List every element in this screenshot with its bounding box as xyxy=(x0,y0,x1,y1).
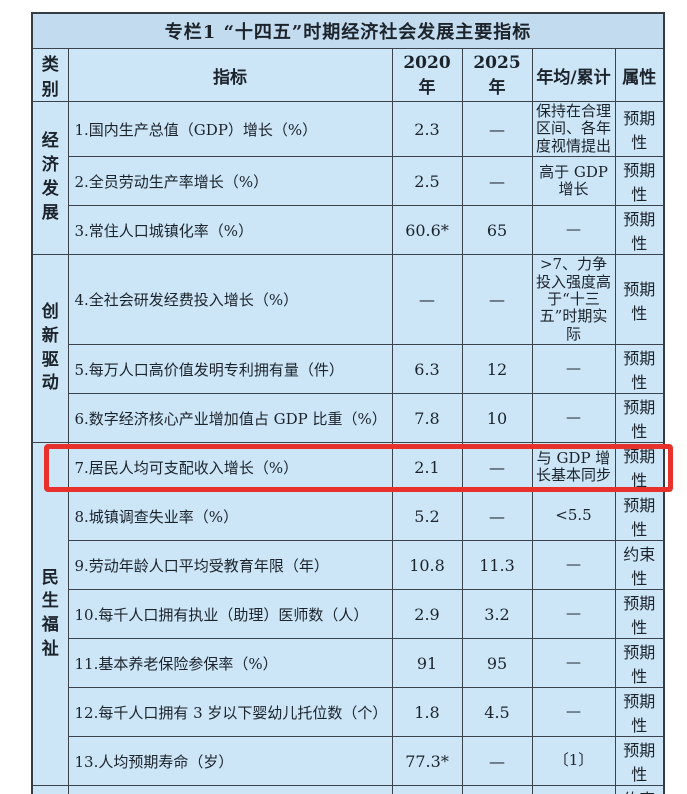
value-avg: <5.5 xyxy=(531,491,616,542)
value-2020: 60.6* xyxy=(391,205,463,256)
value-2020: — xyxy=(391,254,463,346)
category-cell-wellbeing: 民生福祉 xyxy=(31,442,69,787)
value-2025: — xyxy=(461,442,533,493)
value-2025: — xyxy=(461,736,533,787)
value-2020: 1.8 xyxy=(391,687,463,738)
value-attr: 预期性 xyxy=(614,156,665,207)
value-2020: — xyxy=(391,785,463,794)
table-row: 创新驱动 4.全社会研发经费投入增长（%） — — >7、力争投入强度高于“十三… xyxy=(31,254,665,444)
value-2020: 5.2 xyxy=(391,491,463,542)
indicator-cell: 8.城镇调查失业率（%） xyxy=(67,491,393,542)
value-avg: — xyxy=(531,205,616,256)
value-2025: — xyxy=(461,785,533,794)
table-row: 3.常住人口城镇化率（%） 60.6* 65 — 预期性 xyxy=(32,205,665,256)
col-header-2025: 2025 年 xyxy=(461,48,533,102)
value-attr: 预期性 xyxy=(614,344,665,395)
indicator-cell: 12.每千人口拥有 3 岁以下婴幼儿托位数（个） xyxy=(67,687,393,738)
value-2020: 91 xyxy=(391,638,463,689)
col-header-indicator: 指标 xyxy=(67,48,393,102)
value-2025: 11.3 xyxy=(461,540,533,591)
table-row-highlighted: 10.每千人口拥有执业（助理）医师数（人） 2.9 3.2 — 预期性 xyxy=(32,589,665,640)
table-row: 民生福祉 7.居民人均可支配收入增长（%） 2.1 — 与 GDP 增长基本同步… xyxy=(31,442,665,787)
value-attr: 约束性 xyxy=(614,540,665,591)
value-avg: 〔13.5〕 xyxy=(531,785,616,794)
table-row: 11.基本养老保险参保率（%） 91 95 — 预期性 xyxy=(32,638,665,689)
value-attr: 预期性 xyxy=(614,687,665,738)
indicator-cell: 10.每千人口拥有执业（助理）医师数（人） xyxy=(67,589,393,640)
value-2025: 3.2 xyxy=(461,589,533,640)
value-attr: 预期性 xyxy=(614,638,665,689)
indicator-cell: 4.全社会研发经费投入增长（%） xyxy=(67,254,393,346)
header-row: 类别 指标 2020 年 2025 年 年均/累计 属性 xyxy=(31,48,665,102)
value-attr: 预期性 xyxy=(614,736,665,787)
indicator-cell: 7.居民人均可支配收入增长（%） xyxy=(67,442,393,493)
value-2025: 95 xyxy=(461,638,533,689)
value-avg: — xyxy=(531,393,616,444)
value-2025: 10 xyxy=(461,393,533,444)
value-avg: — xyxy=(531,638,616,689)
col-header-avg: 年均/累计 xyxy=(531,48,616,102)
category-cell-green: 绿色生态 xyxy=(31,785,69,794)
value-avg: 与 GDP 增长基本同步 xyxy=(531,442,616,493)
value-2020: 2.1 xyxy=(391,442,463,493)
table-row: 13.人均预期寿命（岁） 77.3* — 〔1〕 预期性 xyxy=(32,736,665,787)
value-2020: 2.3 xyxy=(391,100,463,158)
value-attr: 预期性 xyxy=(614,589,665,640)
value-2025: 65 xyxy=(461,205,533,256)
value-2025: — xyxy=(461,156,533,207)
value-avg: — xyxy=(531,540,616,591)
table-row: 8.城镇调查失业率（%） 5.2 — <5.5 预期性 xyxy=(32,491,665,542)
table-row: 绿色生态 14.单位 GDP 能源消耗降低（%） — — 〔13.5〕 约束性 xyxy=(31,785,665,794)
value-2025: — xyxy=(461,100,533,158)
indicator-cell: 2.全员劳动生产率增长（%） xyxy=(67,156,393,207)
value-avg: — xyxy=(531,589,616,640)
col-header-2020: 2020 年 xyxy=(391,48,463,102)
value-2020: 2.9 xyxy=(391,589,463,640)
indicator-cell: 13.人均预期寿命（岁） xyxy=(67,736,393,787)
indicator-cell: 14.单位 GDP 能源消耗降低（%） xyxy=(67,785,393,794)
indicator-cell: 1.国内生产总值（GDP）增长（%） xyxy=(67,100,393,158)
value-avg: 保持在合理区间、各年度视情提出 xyxy=(531,100,616,158)
value-2020: 6.3 xyxy=(391,344,463,395)
indicator-cell: 5.每万人口高价值发明专利拥有量（件） xyxy=(67,344,393,395)
table-row: 6.数字经济核心产业增加值占 GDP 比重（%） 7.8 10 — 预期性 xyxy=(32,393,665,444)
col-header-attr: 属性 xyxy=(614,48,665,102)
value-attr: 预期性 xyxy=(614,393,665,444)
value-attr: 预期性 xyxy=(614,254,665,346)
value-2025: 12 xyxy=(461,344,533,395)
category-cell-innovation: 创新驱动 xyxy=(31,254,69,444)
value-attr: 预期性 xyxy=(614,442,665,493)
value-attr: 预期性 xyxy=(614,100,665,158)
indicator-cell: 9.劳动年龄人口平均受教育年限（年） xyxy=(67,540,393,591)
value-2025: — xyxy=(461,491,533,542)
indicator-cell: 11.基本养老保险参保率（%） xyxy=(67,638,393,689)
title-row: 专栏1 “十四五”时期经济社会发展主要指标 xyxy=(31,12,665,49)
value-2020: 7.8 xyxy=(391,393,463,444)
value-avg: >7、力争投入强度高于“十三五”时期实际 xyxy=(531,254,616,346)
value-attr: 预期性 xyxy=(614,491,665,542)
indicator-table: 专栏1 “十四五”时期经济社会发展主要指标 类别 指标 2020 年 2025 … xyxy=(31,12,666,794)
table-row: 经济发展 1.国内生产总值（GDP）增长（%） 2.3 — 保持在合理区间、各年… xyxy=(31,100,665,256)
value-2025: — xyxy=(461,254,533,346)
value-avg: — xyxy=(531,344,616,395)
indicator-cell: 6.数字经济核心产业增加值占 GDP 比重（%） xyxy=(67,393,393,444)
value-attr: 预期性 xyxy=(614,205,665,256)
category-cell-economy: 经济发展 xyxy=(31,100,69,256)
value-2020: 2.5 xyxy=(391,156,463,207)
table-row: 12.每千人口拥有 3 岁以下婴幼儿托位数（个） 1.8 4.5 — 预期性 xyxy=(32,687,665,738)
col-header-category: 类别 xyxy=(31,48,69,102)
value-2025: 4.5 xyxy=(461,687,533,738)
value-attr: 约束性 xyxy=(614,785,665,794)
value-avg: 〔1〕 xyxy=(531,736,616,787)
table-row: 9.劳动年龄人口平均受教育年限（年） 10.8 11.3 — 约束性 xyxy=(32,540,665,591)
value-2020: 10.8 xyxy=(391,540,463,591)
value-2020: 77.3* xyxy=(391,736,463,787)
table-title: 专栏1 “十四五”时期经济社会发展主要指标 xyxy=(31,12,665,49)
value-avg: — xyxy=(531,687,616,738)
table-row: 5.每万人口高价值发明专利拥有量（件） 6.3 12 — 预期性 xyxy=(32,344,665,395)
table-row: 2.全员劳动生产率增长（%） 2.5 — 高于 GDP 增长 预期性 xyxy=(32,156,665,207)
value-avg: 高于 GDP 增长 xyxy=(531,156,616,207)
indicator-cell: 3.常住人口城镇化率（%） xyxy=(67,205,393,256)
